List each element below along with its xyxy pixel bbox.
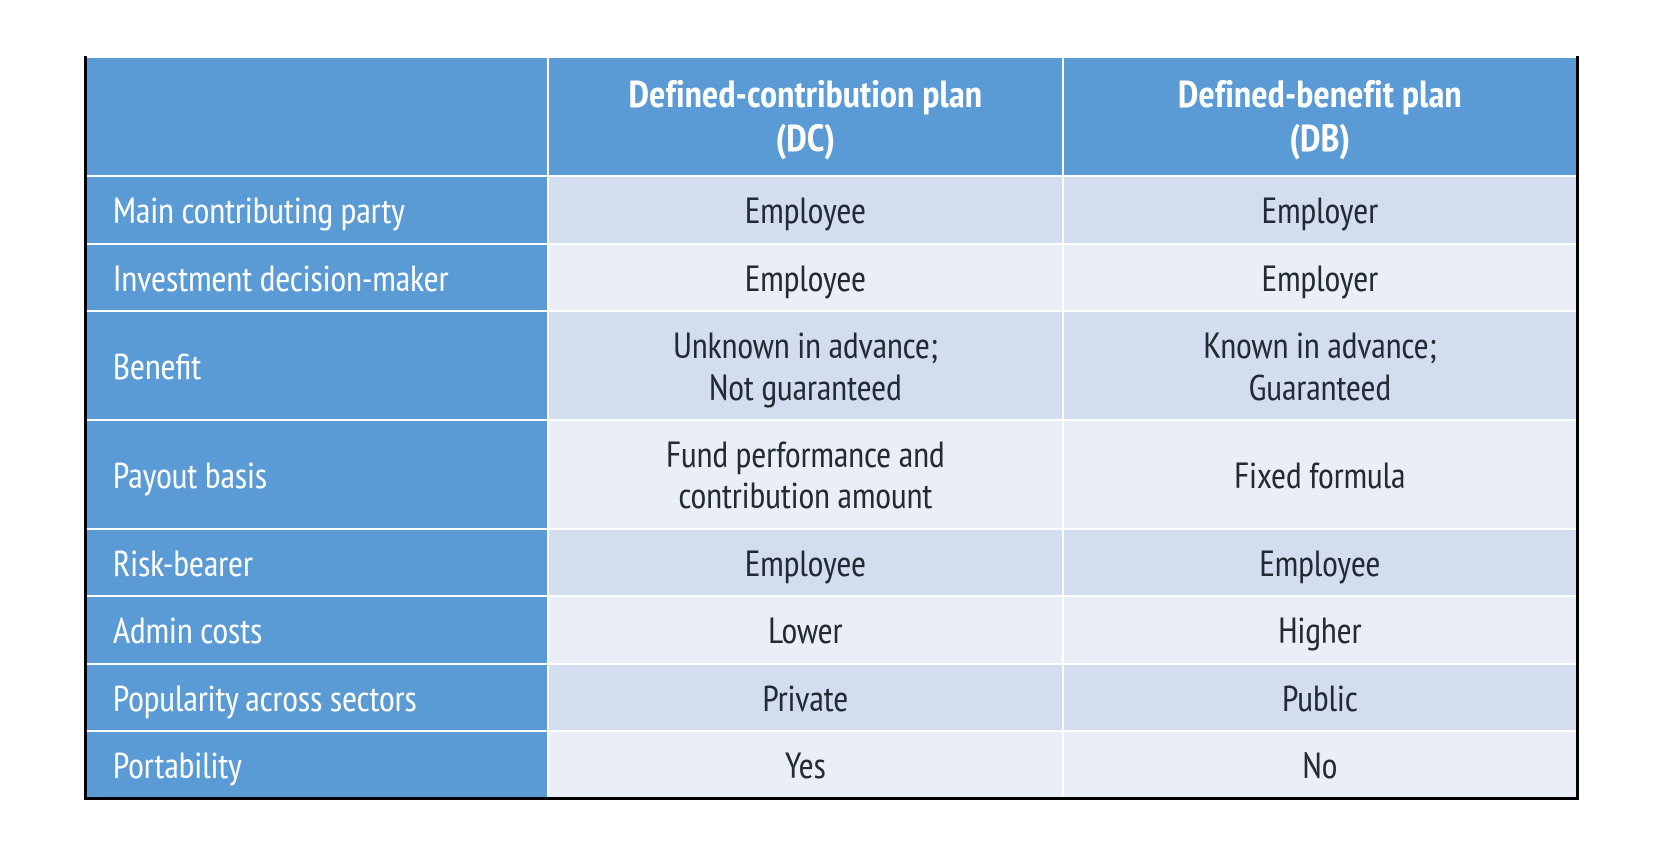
row-label: Admin costs: [86, 596, 549, 663]
cell-db: Employer: [1063, 244, 1578, 311]
row-label: Popularity across sectors: [86, 664, 549, 731]
header-dc: Defined-contribution plan(DC): [548, 57, 1063, 176]
cell-db: Higher: [1063, 596, 1578, 663]
row-label: Investment decision-maker: [86, 244, 549, 311]
table-row: Main contributing party Employee Employe…: [86, 176, 1578, 243]
cell-dc: Unknown in advance;Not guaranteed: [548, 311, 1063, 420]
table-row: Investment decision-maker Employee Emplo…: [86, 244, 1578, 311]
cell-db: Fixed formula: [1063, 420, 1578, 529]
table-row: Portability Yes No: [86, 731, 1578, 799]
header-blank: [86, 57, 549, 176]
table-row: Benefit Unknown in advance;Not guarantee…: [86, 311, 1578, 420]
table-row: Popularity across sectors Private Public: [86, 664, 1578, 731]
cell-db: Employee: [1063, 529, 1578, 596]
row-label: Risk-bearer: [86, 529, 549, 596]
cell-dc: Employee: [548, 176, 1063, 243]
table-row: Admin costs Lower Higher: [86, 596, 1578, 663]
cell-db: Public: [1063, 664, 1578, 731]
cell-dc: Fund performance andcontribution amount: [548, 420, 1063, 529]
row-label: Portability: [86, 731, 549, 799]
header-row: Defined-contribution plan(DC) Defined-be…: [86, 57, 1578, 176]
cell-db: No: [1063, 731, 1578, 799]
header-db: Defined-benefit plan(DB): [1063, 57, 1578, 176]
cell-dc: Lower: [548, 596, 1063, 663]
page: Defined-contribution plan(DC) Defined-be…: [0, 0, 1663, 856]
cell-db: Known in advance;Guaranteed: [1063, 311, 1578, 420]
row-label: Benefit: [86, 311, 549, 420]
table-row: Payout basis Fund performance andcontrib…: [86, 420, 1578, 529]
row-label: Main contributing party: [86, 176, 549, 243]
row-label: Payout basis: [86, 420, 549, 529]
cell-dc: Private: [548, 664, 1063, 731]
table-body: Main contributing party Employee Employe…: [86, 176, 1578, 798]
comparison-table: Defined-contribution plan(DC) Defined-be…: [84, 56, 1579, 800]
cell-dc: Yes: [548, 731, 1063, 799]
table-row: Risk-bearer Employee Employee: [86, 529, 1578, 596]
table-header: Defined-contribution plan(DC) Defined-be…: [86, 57, 1578, 176]
cell-dc: Employee: [548, 244, 1063, 311]
cell-db: Employer: [1063, 176, 1578, 243]
cell-dc: Employee: [548, 529, 1063, 596]
